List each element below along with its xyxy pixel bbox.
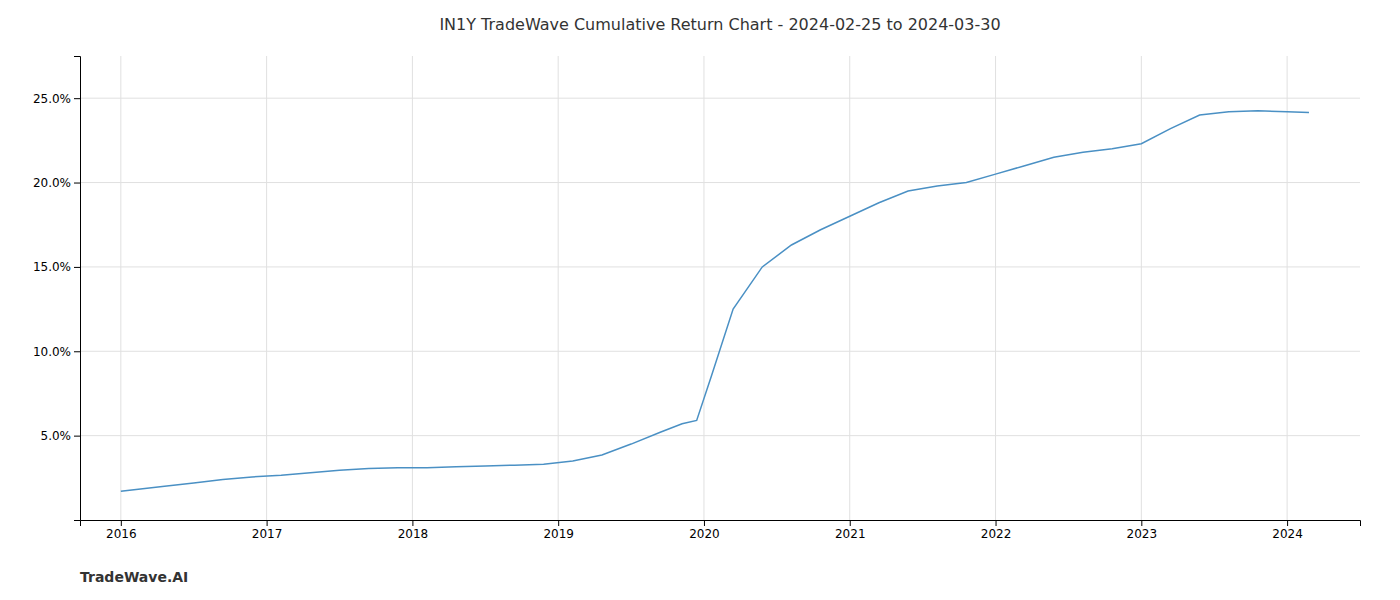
grid-line-x <box>995 56 996 520</box>
x-tick: 2019 <box>543 520 574 541</box>
x-tick-mark <box>996 520 997 526</box>
x-tick-label: 2020 <box>689 527 720 541</box>
y-tick-mark <box>74 183 80 184</box>
grid-line-y <box>80 266 1360 267</box>
x-tick: 2017 <box>252 520 283 541</box>
x-tick-label: 2016 <box>106 527 137 541</box>
grid-line-y <box>80 182 1360 183</box>
grid-line-x <box>1287 56 1288 520</box>
y-tick: 5.0% <box>41 429 81 443</box>
x-tick-label: 2018 <box>398 527 429 541</box>
x-tick-mark <box>1141 520 1142 526</box>
grid-line-y <box>80 98 1360 99</box>
x-axis-line <box>81 521 1361 527</box>
marks <box>121 111 1309 491</box>
x-tick: 2024 <box>1272 520 1303 541</box>
x-tick-label: 2022 <box>981 527 1012 541</box>
x-tick-mark <box>1287 520 1288 526</box>
y-tick-mark <box>74 351 80 352</box>
x-tick-label: 2021 <box>835 527 866 541</box>
x-tick-mark <box>704 520 705 526</box>
line <box>121 111 1309 491</box>
y-tick: 10.0% <box>33 345 80 359</box>
x-tick: 2018 <box>398 520 429 541</box>
grid-line-y <box>80 435 1360 436</box>
y-tick: 15.0% <box>33 260 80 274</box>
grid-line-x <box>120 56 121 520</box>
grid-line-x <box>558 56 559 520</box>
grid-line-x <box>1141 56 1142 520</box>
y-tick-mark <box>74 267 80 268</box>
x-tick-mark <box>121 520 122 526</box>
y-axis: 5.0% 10.0% 15.0% 20.0% 25.0% <box>33 57 81 521</box>
x-tick-label: 2019 <box>543 527 574 541</box>
y-axis-line <box>74 57 81 521</box>
plot: 2016 2017 2018 2019 2020 2021 2022 2023 2024 5.0%… <box>33 56 1361 541</box>
x-tick: 2022 <box>981 520 1012 541</box>
x-tick-label: 2024 <box>1272 527 1303 541</box>
y-tick: 25.0% <box>33 92 80 106</box>
x-tick-mark <box>412 520 413 526</box>
y-tick-label: 20.0% <box>33 176 71 190</box>
y-tick: 20.0% <box>33 176 80 190</box>
x-axis: 2016 2017 2018 2019 2020 2021 2022 2023 2024 <box>81 520 1361 541</box>
x-tick: 2016 <box>106 520 137 541</box>
x-tick-label: 2017 <box>252 527 283 541</box>
y-tick-label: 15.0% <box>33 260 71 274</box>
x-tick: 2021 <box>835 520 866 541</box>
grid-line-x <box>703 56 704 520</box>
y-tick-mark <box>74 98 80 99</box>
x-tick-mark <box>267 520 268 526</box>
grid-line-x <box>266 56 267 520</box>
grid <box>80 56 1360 520</box>
x-tick-label: 2023 <box>1127 527 1158 541</box>
grid-line-x <box>849 56 850 520</box>
y-tick-mark <box>74 436 80 437</box>
title: IN1Y TradeWave Cumulative Return Chart -… <box>439 15 1000 34</box>
x-tick-mark <box>558 520 559 526</box>
y-tick-label: 10.0% <box>33 345 71 359</box>
x-tick: 2023 <box>1127 520 1158 541</box>
x-tick: 2020 <box>689 520 720 541</box>
grid-line-x <box>412 56 413 520</box>
chart: 2016 2017 2018 2019 2020 2021 2022 2023 2024 5.0%… <box>0 0 1400 600</box>
y-tick-label: 25.0% <box>33 92 71 106</box>
x-tick-mark <box>850 520 851 526</box>
watermark: TradeWave.AI <box>80 569 188 585</box>
y-tick-label: 5.0% <box>41 429 72 443</box>
